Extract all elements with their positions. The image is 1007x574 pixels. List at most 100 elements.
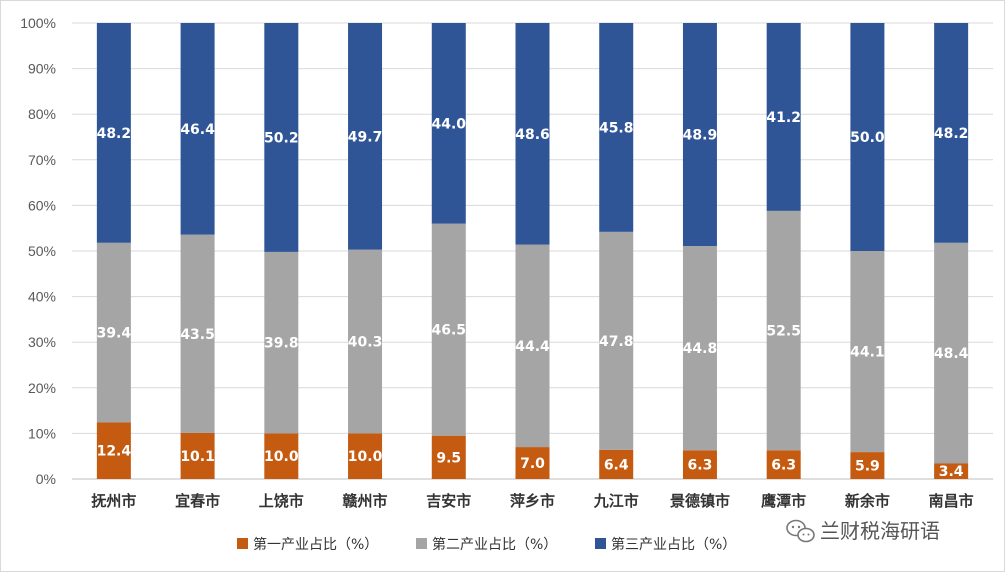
data-label: 44.8 bbox=[683, 341, 718, 357]
data-label: 39.4 bbox=[97, 326, 132, 342]
x-category-label: 南昌市 bbox=[929, 492, 974, 510]
bar-segment bbox=[682, 245, 717, 451]
x-category-label: 萍乡市 bbox=[510, 492, 555, 510]
y-tick-label: 70% bbox=[28, 152, 56, 168]
data-label: 41.2 bbox=[766, 110, 801, 126]
x-category-label: 景德镇市 bbox=[670, 492, 730, 510]
legend-label: 第二产业占比（%） bbox=[432, 536, 557, 553]
legend-swatch bbox=[237, 538, 248, 549]
data-label: 5.9 bbox=[855, 459, 880, 475]
data-label: 49.7 bbox=[348, 129, 383, 145]
legend: 第一产业占比（%） 第二产业占比（%） 第三产业占比（%） bbox=[237, 536, 736, 553]
bar-segment bbox=[766, 450, 801, 479]
data-label: 45.8 bbox=[599, 120, 634, 136]
bar-segment bbox=[180, 234, 215, 433]
bar-segment bbox=[431, 223, 466, 436]
data-label: 44.0 bbox=[431, 116, 466, 132]
bar-segment bbox=[264, 433, 299, 479]
bar-segment bbox=[264, 251, 299, 434]
data-label: 48.6 bbox=[515, 127, 550, 143]
bar-segment bbox=[766, 23, 801, 211]
x-category-label: 抚州市 bbox=[91, 492, 136, 510]
data-label: 44.4 bbox=[515, 339, 550, 355]
bar-segment bbox=[934, 242, 969, 464]
data-label: 39.8 bbox=[264, 336, 299, 352]
data-label: 6.3 bbox=[688, 458, 713, 474]
watermark: 兰财税海研语 bbox=[786, 519, 940, 543]
legend-swatch bbox=[416, 538, 427, 549]
data-label: 3.4 bbox=[939, 464, 964, 480]
y-tick-label: 60% bbox=[28, 197, 56, 213]
y-axis-ticks: 0% 10% 20% 30% 40% 50% 60% 70% 80% 90% 100% bbox=[20, 15, 56, 487]
data-label: 50.0 bbox=[850, 130, 885, 146]
legend-label: 第一产业占比（%） bbox=[253, 536, 378, 553]
watermark-text: 兰财税海研语 bbox=[820, 519, 940, 543]
data-label: 10.1 bbox=[180, 449, 215, 465]
x-category-label: 九江市 bbox=[593, 492, 639, 510]
data-label: 6.4 bbox=[604, 457, 629, 473]
data-label: 7.0 bbox=[520, 456, 545, 472]
data-label: 47.8 bbox=[599, 334, 634, 350]
data-labels: 12.4 39.4 48.2 10.1 43.5 46.4 10.0 39.8 50.2 10.0… bbox=[97, 110, 969, 480]
data-label: 48.9 bbox=[683, 127, 718, 143]
bar-segment bbox=[348, 249, 383, 434]
bar-segment bbox=[180, 432, 215, 479]
bar-segment bbox=[515, 23, 550, 245]
bar-segment bbox=[431, 23, 466, 224]
wechat-icon bbox=[786, 519, 815, 543]
x-category-label: 吉安市 bbox=[426, 492, 471, 510]
data-label: 52.5 bbox=[766, 324, 801, 340]
bar-segment bbox=[431, 435, 466, 479]
y-tick-label: 80% bbox=[28, 106, 56, 122]
data-label: 6.3 bbox=[771, 458, 796, 474]
bar-segment bbox=[599, 23, 634, 232]
x-category-label: 赣州市 bbox=[343, 492, 388, 510]
bar-segment bbox=[515, 447, 550, 479]
bar-segment bbox=[180, 23, 215, 235]
bar-segment bbox=[766, 210, 801, 451]
bar-segment bbox=[96, 242, 131, 423]
data-label: 40.3 bbox=[348, 335, 383, 351]
bar-segment bbox=[682, 450, 717, 479]
bar-segment bbox=[682, 23, 717, 246]
data-label: 10.0 bbox=[348, 449, 383, 465]
bar-segment bbox=[599, 231, 634, 450]
bar-segment bbox=[850, 452, 885, 479]
y-tick-label: 40% bbox=[28, 289, 56, 305]
legend-label: 第三产业占比（%） bbox=[611, 536, 736, 553]
bar-segment bbox=[348, 23, 383, 250]
bar-segment bbox=[850, 251, 885, 453]
y-tick-label: 20% bbox=[28, 380, 56, 396]
data-label: 44.1 bbox=[850, 345, 885, 361]
bar-segment bbox=[850, 23, 885, 251]
y-tick-label: 30% bbox=[28, 334, 56, 350]
data-label: 50.2 bbox=[264, 130, 299, 146]
bar-segment bbox=[934, 463, 969, 479]
bar-segment bbox=[96, 422, 131, 479]
legend-swatch bbox=[595, 538, 606, 549]
data-label: 48.2 bbox=[97, 126, 132, 142]
data-label: 10.0 bbox=[264, 449, 299, 465]
y-tick-label: 0% bbox=[36, 471, 56, 487]
data-label: 12.4 bbox=[97, 444, 132, 460]
bar-segment bbox=[599, 449, 634, 479]
y-tick-label: 10% bbox=[28, 425, 56, 441]
data-label: 46.5 bbox=[431, 323, 466, 339]
x-category-label: 宜春市 bbox=[175, 492, 220, 510]
x-category-label: 新余市 bbox=[845, 492, 890, 510]
bar-segment bbox=[515, 244, 550, 448]
bar-segment bbox=[348, 433, 383, 479]
data-label: 48.2 bbox=[934, 126, 969, 142]
data-label: 9.5 bbox=[436, 450, 461, 466]
y-tick-label: 90% bbox=[28, 61, 56, 77]
data-label: 43.5 bbox=[180, 327, 215, 343]
data-label: 48.4 bbox=[934, 346, 969, 362]
x-category-label: 鹰潭市 bbox=[761, 492, 806, 510]
bar-segment bbox=[934, 23, 969, 243]
bar-segment bbox=[264, 23, 299, 252]
bars bbox=[96, 23, 969, 479]
y-tick-label: 100% bbox=[20, 15, 56, 31]
data-label: 46.4 bbox=[180, 122, 215, 138]
